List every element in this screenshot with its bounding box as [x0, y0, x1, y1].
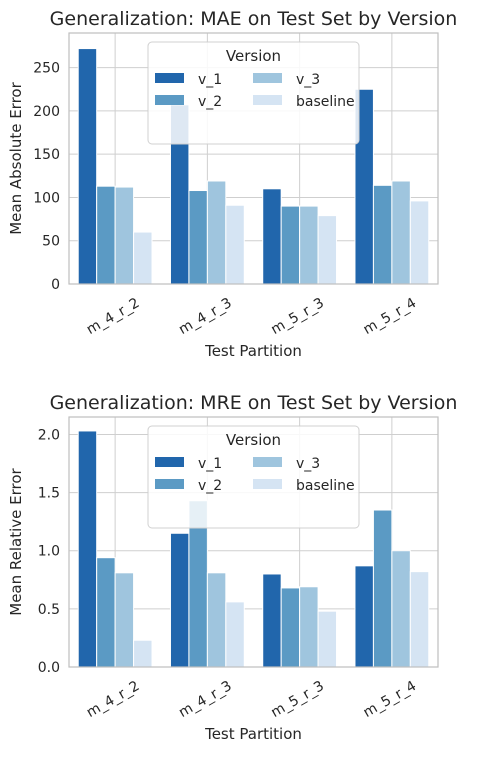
mae-chart: Generalization: MAE on Test Set by Versi… — [7, 8, 457, 360]
x-tick-label: m_4_r_3 — [176, 678, 234, 721]
legend-label-v_1: v_1 — [198, 456, 222, 472]
legend-swatch-v_1 — [155, 457, 184, 467]
bar-v_3 — [206, 572, 227, 668]
bar-v_1 — [169, 532, 190, 668]
y-tick-label: 250 — [33, 61, 60, 77]
legend-label-v_2: v_2 — [198, 94, 222, 110]
bar-v_2 — [280, 205, 301, 285]
legend-swatch-v_3 — [253, 457, 282, 467]
mre-chart: Generalization: MRE on Test Set by Versi… — [7, 392, 457, 743]
legend-box — [147, 425, 360, 529]
y-axis-label: Mean Relative Error — [7, 467, 25, 615]
bar-baseline — [409, 200, 430, 285]
x-tick-label: m_4_r_2 — [84, 678, 142, 721]
x-tick-label: m_5_r_3 — [268, 295, 326, 338]
y-tick-label: 1.5 — [38, 486, 60, 502]
legend-title: Version — [226, 47, 281, 65]
x-axis-label: Test Partition — [204, 342, 302, 360]
bar-baseline — [133, 231, 153, 285]
legend-swatch-v_3 — [253, 73, 282, 83]
bar-v_1 — [77, 48, 98, 285]
bar-v_3 — [391, 180, 411, 285]
bar-v_3 — [391, 550, 411, 668]
y-tick-label: 1.0 — [38, 544, 60, 560]
legend-label-v_2: v_2 — [198, 478, 222, 494]
y-tick-label: 150 — [33, 147, 60, 163]
y-tick-label: 200 — [33, 104, 60, 120]
plot-frame — [68, 416, 439, 668]
x-axis-label: Test Partition — [204, 725, 302, 743]
legend-label-v_3: v_3 — [296, 72, 320, 88]
bar-baseline — [409, 571, 430, 668]
bar-v_1 — [77, 430, 98, 668]
legend-label-v_3: v_3 — [296, 456, 320, 472]
legend-label-baseline: baseline — [296, 478, 355, 494]
chart-title: Generalization: MRE on Test Set by Versi… — [50, 392, 458, 414]
bar-v_2 — [372, 184, 393, 285]
x-tick-label: m_4_r_2 — [84, 295, 142, 338]
bar-v_2 — [188, 190, 208, 285]
bar-v_2 — [96, 185, 116, 285]
x-tick-label: m_5_r_4 — [361, 295, 419, 338]
bar-baseline — [317, 215, 338, 285]
bar-v_1 — [354, 565, 374, 668]
bar-v_3 — [114, 572, 135, 668]
y-tick-label: 0.0 — [38, 660, 60, 676]
bar-baseline — [225, 601, 245, 668]
x-tick-label: m_5_r_4 — [361, 678, 419, 721]
x-tick-label: m_4_r_3 — [176, 295, 234, 338]
chart-title: Generalization: MAE on Test Set by Versi… — [50, 8, 458, 30]
legend-label-baseline: baseline — [296, 94, 355, 110]
bar-v_1 — [262, 573, 282, 668]
x-tick-label: m_5_r_3 — [268, 678, 326, 721]
y-tick-label: 0.5 — [38, 602, 60, 618]
legend-box — [147, 41, 360, 145]
bar-v_2 — [280, 587, 301, 668]
legend-swatch-v_2 — [155, 479, 184, 489]
bar-baseline — [133, 639, 153, 668]
bar-v_3 — [114, 186, 135, 285]
legend-swatch-baseline — [253, 95, 282, 105]
y-tick-label: 2.0 — [38, 427, 60, 443]
bar-v_2 — [372, 509, 393, 668]
bar-v_2 — [96, 557, 116, 668]
bar-baseline — [317, 610, 338, 668]
y-tick-label: 50 — [42, 234, 60, 250]
plot-frame — [68, 32, 439, 285]
legend-swatch-v_1 — [155, 73, 184, 83]
y-tick-label: 100 — [33, 190, 60, 206]
legend-swatch-v_2 — [155, 95, 184, 105]
y-tick-label: 0 — [51, 277, 60, 293]
bar-v_3 — [206, 180, 227, 285]
bar-v_3 — [299, 205, 319, 285]
y-axis-label: Mean Absolute Error — [7, 81, 25, 234]
legend-swatch-baseline — [253, 479, 282, 489]
legend-label-v_1: v_1 — [198, 72, 222, 88]
bar-v_1 — [262, 188, 282, 285]
legend-title: Version — [226, 431, 281, 449]
bar-baseline — [225, 204, 245, 285]
bar-v_3 — [299, 586, 319, 668]
